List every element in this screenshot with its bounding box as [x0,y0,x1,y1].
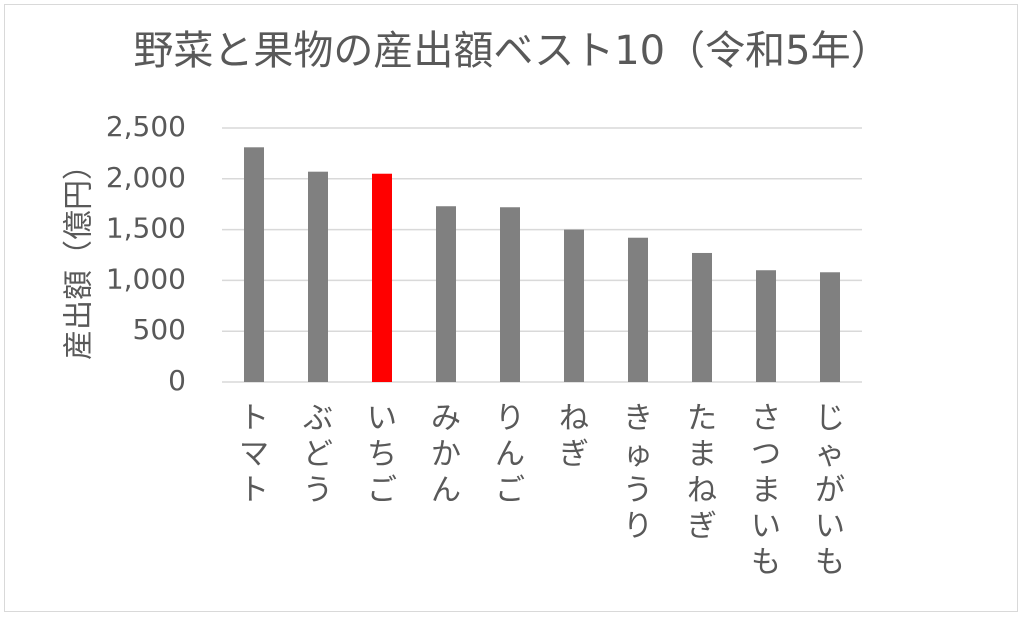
y-axis-label: 産出額（億円） [62,150,97,360]
x-category-label: トマト [239,401,269,508]
x-category-label: たまねぎ [687,401,717,544]
x-category-label: りんご [495,401,525,508]
bar [692,252,712,382]
bar [820,272,840,382]
bar [756,270,776,382]
bar [308,171,328,382]
x-category-label: みかん [431,401,461,508]
bar [628,237,648,382]
x-category-label: ねぎ [559,401,589,472]
x-category-label: いちご [367,401,397,508]
bar [372,173,392,382]
x-category-label: きゅうり [623,401,653,544]
gridlines [222,127,862,383]
y-tick-label: 500 [133,313,186,346]
y-tick-label: 2,000 [106,161,186,194]
bars [244,147,840,382]
bar [564,229,584,382]
y-tick-label: 0 [168,364,186,397]
y-tick-label: 1,500 [106,212,186,245]
x-category-label: じゃがいも [815,401,845,580]
x-category-label: ぶどう [303,401,333,508]
bar [500,207,520,382]
y-tick-label: 1,000 [106,262,186,295]
bar [244,147,264,382]
x-category-label: さつまいも [751,401,781,580]
bar [436,206,456,382]
y-axis-ticks: 0 500 1,000 1,500 2,000 2,500 [106,110,186,397]
chart-title: 野菜と果物の産出額ベスト10（令和5年） [133,28,891,74]
x-axis-categories: トマト ぶどう いちご みかん りんご ねぎ きゅうり たまねぎ さつまいも じゃがいも [239,401,845,580]
y-tick-label: 2,500 [106,110,186,143]
